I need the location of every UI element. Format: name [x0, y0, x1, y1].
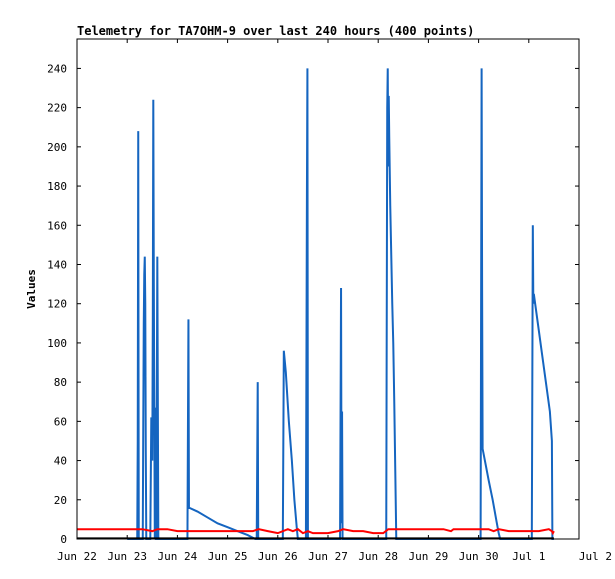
y-tick-label: 200	[47, 141, 67, 154]
y-tick-label: 80	[54, 376, 67, 389]
series-line-2	[77, 528, 555, 536]
y-tick-label: 100	[47, 337, 67, 350]
x-tick-label: Jun 29	[409, 550, 449, 563]
x-tick-label: Jun 28	[358, 550, 398, 563]
x-tick-label: Jun 27	[308, 550, 348, 563]
y-tick-label: 140	[47, 258, 67, 271]
y-tick-label: 240	[47, 62, 67, 75]
y-tick-label: 180	[47, 180, 67, 193]
y-tick-label: 160	[47, 219, 67, 232]
x-tick-label: Jun 25	[208, 550, 248, 563]
x-axis: Jun 22 Jun 23 Jun 24 Jun 25 Jun 26 Jun 27 Jun …	[57, 39, 612, 563]
plot-frame	[76, 38, 580, 540]
y-tick-label: 60	[54, 415, 67, 428]
x-tick-label: Jun 24	[158, 550, 198, 563]
chart-title: Telemetry for TA7OHM-9 over last 240 hou…	[77, 24, 474, 38]
y-axis: 0 20 40 60 80 100 120 140 160 180 200 220 240	[47, 62, 579, 546]
x-tick-label: Jul 2	[579, 550, 612, 563]
y-tick-label: 120	[47, 298, 67, 311]
y-tick-label: 220	[47, 102, 67, 115]
x-tick-label: Jul 1	[512, 550, 545, 563]
y-tick-label: 0	[60, 533, 67, 546]
y-tick-label: 40	[54, 455, 67, 468]
y-axis-label: Values	[25, 269, 38, 309]
x-tick-label: Jun 22	[57, 550, 97, 563]
x-tick-label: Jun 30	[459, 550, 499, 563]
y-tick-label: 20	[54, 494, 67, 507]
x-tick-label: Jun 23	[107, 550, 147, 563]
x-tick-label: Jun 26	[258, 550, 298, 563]
